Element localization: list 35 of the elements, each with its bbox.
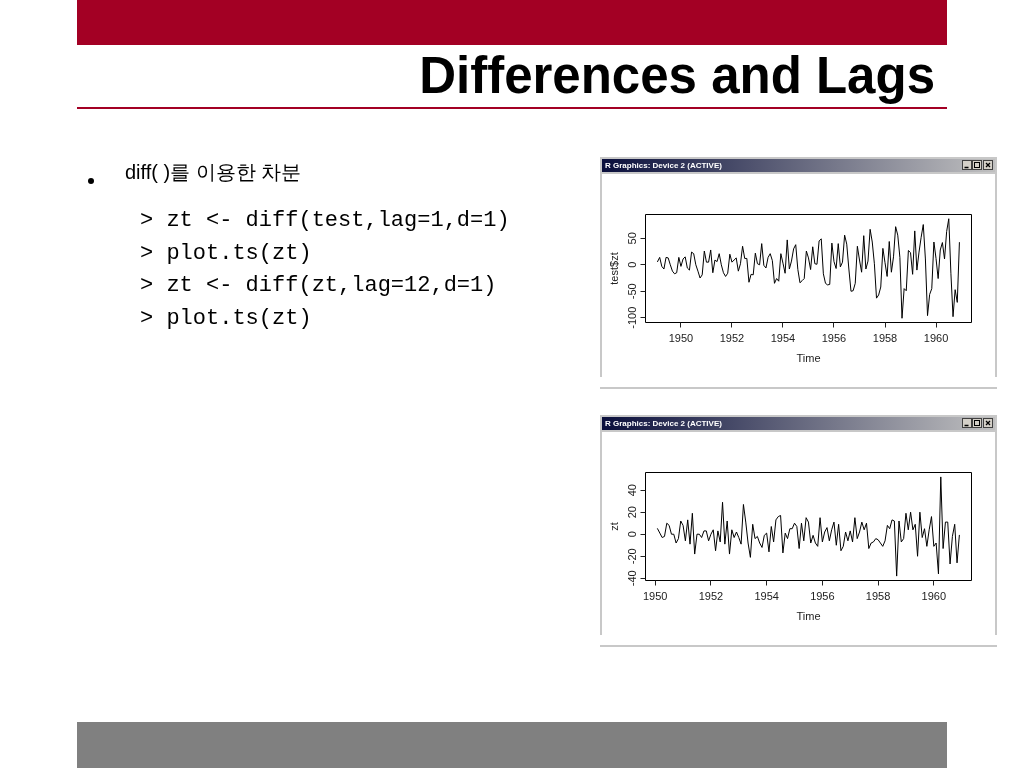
x-axis-title: Time [796,351,821,364]
y-tick-label: 0 [626,261,639,268]
y-tick-label: -100 [626,306,639,329]
x-axis-title: Time [796,609,821,622]
text: > plot.ts(zt) [140,306,312,332]
x-tick-label: 1950 [668,331,694,344]
x-tick-label: 1954 [754,589,779,602]
x-tick-label: 1960 [923,331,949,344]
x-tick-label: 1958 [872,331,898,344]
line-series [657,476,960,577]
chart-title: R Graphics: Device 2 (ACTIVE) [605,418,722,430]
y-tick-label: 50 [626,232,639,245]
y-tick-label: 20 [626,506,639,519]
y-tick-label: 40 [626,484,639,497]
y-tick-label: -40 [626,570,639,587]
y-tick-label: -50 [626,283,639,300]
x-tick-label: 1950 [642,589,668,602]
y-axis-title: zt [607,522,620,531]
y-axis-title: test$zt [607,252,620,285]
y-tick-label: 0 [626,531,639,538]
x-tick-label: 1960 [921,589,947,602]
text: > zt <- diff(zt,lag=12,d=1) [140,273,497,299]
x-tick-label: 1958 [865,589,891,602]
x-tick-label: 1952 [719,331,745,344]
text: diff( )를 이용한 차분 [125,161,302,183]
x-tick-label: 1956 [810,589,835,602]
x-tick-label: 1956 [821,331,847,344]
y-tick-label: -20 [626,548,639,565]
x-tick-label: 1952 [698,589,724,602]
text: > zt <- diff(test,lag=1,d=1) [140,208,510,233]
text: > plot.ts(zt) [140,240,312,266]
chart-title: R Graphics: Device 2 (ACTIVE) [605,160,722,172]
text: Differences and Lags [419,47,935,104]
x-tick-label: 1954 [770,331,796,344]
line-series [657,218,960,319]
